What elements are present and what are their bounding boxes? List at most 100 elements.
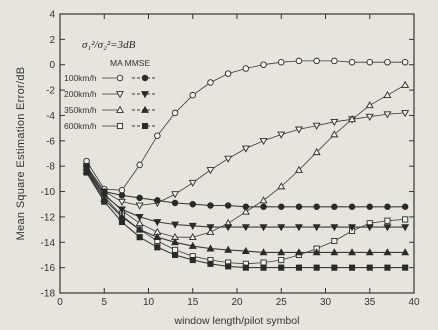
data-point: [171, 199, 179, 207]
data-point: [366, 203, 374, 211]
data-point: [348, 115, 357, 123]
data-point: [294, 248, 303, 256]
data-point: [331, 237, 338, 245]
data-point: [207, 79, 214, 86]
y-tick-label: -14: [41, 238, 56, 249]
data-point: [242, 65, 250, 72]
data-point: [348, 58, 356, 66]
legend-marker-ma: [116, 74, 124, 82]
data-point: [331, 57, 338, 65]
data-point: [224, 155, 233, 163]
data-point: [118, 192, 126, 199]
data-point: [171, 191, 180, 199]
condition-annotation: σ₁²/σ₂²=3dB: [82, 39, 136, 51]
y-tick-label: -10: [41, 187, 56, 198]
data-point: [135, 202, 144, 210]
data-point: [241, 224, 250, 232]
x-tick-label: 35: [364, 297, 376, 308]
data-point: [171, 238, 180, 246]
data-point: [330, 118, 339, 127]
data-point: [384, 264, 391, 271]
legend-item-350km-h: 350km/h: [64, 105, 155, 115]
data-point: [312, 122, 321, 130]
data-point: [154, 197, 161, 204]
data-point: [224, 224, 233, 232]
data-point: [401, 110, 410, 118]
y-tick-label: -8: [46, 162, 55, 173]
data-point: [402, 264, 409, 271]
data-point: [224, 70, 232, 77]
data-point: [384, 203, 391, 211]
data-point: [401, 203, 409, 211]
data-point: [330, 248, 339, 256]
x-tick-label: 0: [57, 297, 63, 308]
x-tick-label: 5: [101, 297, 107, 308]
data-point: [171, 251, 179, 259]
data-point: [225, 263, 232, 270]
data-point: [348, 224, 357, 232]
data-point: [188, 222, 197, 231]
data-point: [188, 232, 197, 241]
y-tick-label: 4: [49, 10, 55, 21]
data-point: [401, 58, 409, 66]
y-tick-label: -4: [46, 111, 55, 122]
data-point: [313, 57, 320, 65]
data-point: [135, 214, 144, 222]
data-point: [224, 245, 233, 253]
legend-item-600km-h: 600km/h: [64, 121, 155, 131]
series-mmse-200km-h: [82, 165, 410, 232]
data-point: [136, 161, 143, 169]
y-tick-label: -12: [41, 212, 56, 223]
data-point: [207, 202, 214, 209]
data-point: [295, 57, 303, 65]
data-point: [242, 203, 250, 211]
data-point: [384, 58, 391, 66]
data-point: [294, 165, 303, 173]
data-point: [348, 203, 356, 211]
data-point: [241, 145, 250, 153]
data-point: [224, 202, 232, 209]
data-point: [365, 224, 374, 232]
data-point: [117, 206, 126, 214]
data-point: [189, 200, 196, 208]
data-point: [330, 224, 339, 232]
data-point: [383, 90, 392, 99]
data-point: [278, 256, 285, 264]
data-point: [171, 109, 179, 117]
data-point: [277, 182, 286, 190]
data-point: [331, 203, 338, 211]
data-point: [260, 61, 267, 68]
data-point: [118, 218, 125, 226]
series-mmse-600km-h: [83, 169, 409, 271]
data-point: [383, 248, 392, 256]
data-point: [384, 217, 391, 224]
data-point: [294, 224, 303, 232]
data-point: [331, 264, 338, 271]
y-tick-label: -18: [41, 289, 56, 300]
series-ma-350km-h: [82, 80, 410, 241]
legend-marker-ma: [116, 91, 124, 99]
data-point: [189, 256, 196, 264]
legend-marker-mmse: [141, 91, 149, 99]
data-point: [260, 203, 267, 211]
x-tick-label: 30: [320, 297, 332, 308]
data-point: [259, 248, 268, 256]
series-group: [82, 57, 410, 271]
data-point: [259, 224, 268, 232]
data-point: [242, 264, 249, 271]
data-point: [312, 224, 321, 232]
data-point: [366, 58, 374, 66]
data-point: [260, 259, 267, 266]
series-line: [86, 168, 406, 228]
data-point: [365, 113, 374, 121]
data-point: [401, 224, 410, 232]
x-tick-label: 40: [408, 297, 420, 308]
series-ma-200km-h: [82, 110, 410, 210]
data-point: [188, 241, 197, 249]
data-point: [206, 227, 215, 235]
data-point: [101, 198, 108, 205]
data-point: [241, 246, 250, 255]
data-point: [330, 130, 339, 138]
legend-marker-mmse: [141, 74, 149, 82]
